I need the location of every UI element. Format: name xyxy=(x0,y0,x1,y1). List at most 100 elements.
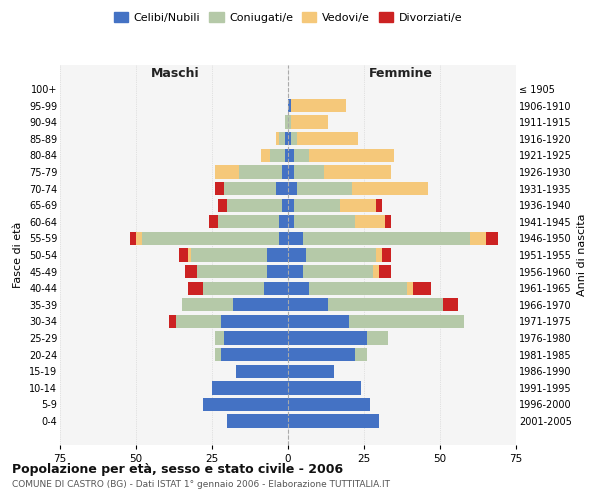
Bar xyxy=(288,232,303,245)
Bar xyxy=(288,315,349,328)
Bar xyxy=(224,332,288,344)
Bar xyxy=(169,315,176,328)
Bar xyxy=(227,198,282,212)
Bar xyxy=(239,166,282,178)
Bar xyxy=(179,248,188,262)
Bar xyxy=(279,232,288,245)
Bar xyxy=(303,232,470,245)
Bar xyxy=(385,215,391,228)
Bar xyxy=(282,166,288,178)
Bar xyxy=(221,348,288,362)
Bar xyxy=(136,232,142,245)
Bar xyxy=(349,315,464,328)
Bar xyxy=(288,282,309,295)
Bar xyxy=(288,166,294,178)
Bar xyxy=(218,198,227,212)
Bar xyxy=(376,198,382,212)
Text: Maschi: Maschi xyxy=(151,68,200,80)
Bar xyxy=(367,332,388,344)
Bar xyxy=(276,182,288,195)
Bar xyxy=(285,116,288,129)
Bar xyxy=(215,348,221,362)
Text: Popolazione per età, sesso e stato civile - 2006: Popolazione per età, sesso e stato civil… xyxy=(12,462,343,475)
Y-axis label: Fasce di età: Fasce di età xyxy=(13,222,23,288)
Bar xyxy=(203,282,263,295)
Bar xyxy=(288,148,294,162)
Bar xyxy=(288,348,355,362)
Bar xyxy=(197,265,267,278)
Bar xyxy=(303,265,373,278)
Bar xyxy=(227,414,288,428)
Y-axis label: Anni di nascita: Anni di nascita xyxy=(577,214,587,296)
Bar xyxy=(270,148,285,162)
Bar xyxy=(279,215,288,228)
Bar xyxy=(215,166,239,178)
Bar xyxy=(306,248,376,262)
Bar xyxy=(355,215,385,228)
Bar xyxy=(291,132,297,145)
Bar xyxy=(288,381,361,394)
Bar xyxy=(297,132,358,145)
Bar xyxy=(142,232,279,245)
Bar xyxy=(267,248,288,262)
Bar xyxy=(294,148,309,162)
Bar xyxy=(176,315,221,328)
Bar xyxy=(376,248,382,262)
Bar xyxy=(209,215,218,228)
Bar xyxy=(413,282,431,295)
Bar xyxy=(340,198,376,212)
Bar xyxy=(285,132,288,145)
Bar xyxy=(279,132,285,145)
Bar xyxy=(188,282,203,295)
Bar xyxy=(294,166,325,178)
Bar xyxy=(470,232,485,245)
Bar xyxy=(130,232,136,245)
Bar xyxy=(288,182,297,195)
Bar xyxy=(236,364,288,378)
Bar xyxy=(297,182,352,195)
Bar xyxy=(309,148,394,162)
Bar xyxy=(382,248,391,262)
Bar xyxy=(288,398,370,411)
Bar xyxy=(294,198,340,212)
Bar xyxy=(191,248,267,262)
Bar xyxy=(288,99,291,112)
Bar xyxy=(221,315,288,328)
Text: Femmine: Femmine xyxy=(368,68,433,80)
Bar xyxy=(294,215,355,228)
Bar xyxy=(288,298,328,312)
Bar xyxy=(182,298,233,312)
Bar xyxy=(276,132,279,145)
Bar xyxy=(282,198,288,212)
Bar xyxy=(352,182,428,195)
Bar xyxy=(215,332,224,344)
Bar xyxy=(188,248,191,262)
Bar xyxy=(325,166,391,178)
Bar xyxy=(212,381,288,394)
Bar xyxy=(355,348,367,362)
Bar xyxy=(288,332,367,344)
Bar xyxy=(309,282,407,295)
Bar xyxy=(291,116,328,129)
Bar xyxy=(288,364,334,378)
Bar xyxy=(185,265,197,278)
Bar xyxy=(288,414,379,428)
Bar xyxy=(485,232,498,245)
Bar xyxy=(224,182,276,195)
Bar xyxy=(288,132,291,145)
Bar xyxy=(260,148,270,162)
Legend: Celibi/Nubili, Coniugati/e, Vedovi/e, Divorziati/e: Celibi/Nubili, Coniugati/e, Vedovi/e, Di… xyxy=(109,8,467,28)
Bar xyxy=(288,248,306,262)
Bar xyxy=(328,298,443,312)
Bar xyxy=(288,215,294,228)
Bar xyxy=(218,215,279,228)
Bar xyxy=(373,265,379,278)
Bar xyxy=(443,298,458,312)
Bar xyxy=(233,298,288,312)
Bar xyxy=(263,282,288,295)
Bar xyxy=(285,148,288,162)
Bar xyxy=(267,265,288,278)
Text: COMUNE DI CASTRO (BG) - Dati ISTAT 1° gennaio 2006 - Elaborazione TUTTITALIA.IT: COMUNE DI CASTRO (BG) - Dati ISTAT 1° ge… xyxy=(12,480,390,489)
Bar xyxy=(288,265,303,278)
Bar xyxy=(215,182,224,195)
